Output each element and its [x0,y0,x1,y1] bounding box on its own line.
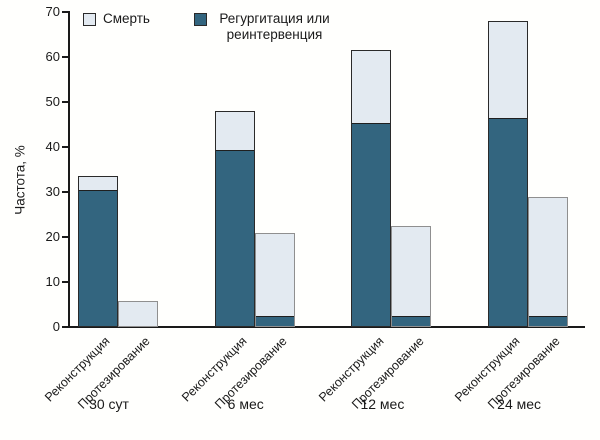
y-tick-label: 30 [45,184,60,199]
y-tick [62,191,68,193]
y-axis-line [68,11,70,327]
x-group-label: 12 мес [360,396,405,412]
y-tick-label: 60 [45,49,60,64]
y-tick [62,56,68,58]
y-tick-label: 50 [45,94,60,109]
bar-segment-regurgitation [215,149,254,326]
x-group-label: 24 мес [497,396,542,412]
y-tick [62,326,68,328]
y-tick [62,146,68,148]
legend-swatch-death [83,13,96,26]
y-tick [62,101,68,103]
x-group-label: 30 сут [89,396,129,412]
bar-segment-regurgitation [529,316,568,326]
bar-prosthesis [528,196,569,327]
x-axis-line [68,326,585,328]
y-tick-label: 0 [52,319,60,334]
y-tick [62,236,68,238]
bar-reconstruction [214,111,255,327]
y-tick-label: 70 [45,4,60,19]
bar-segment-regurgitation [392,316,431,326]
y-tick [62,11,68,13]
bar-prosthesis [118,301,158,327]
bar-segment-regurgitation [79,190,117,326]
bar-prosthesis [254,232,295,327]
y-tick-label: 10 [45,274,60,289]
x-group-label: 6 мес [227,396,264,412]
legend-swatch-regurg [194,13,207,26]
bar-reconstruction [78,176,118,327]
bar-segment-regurgitation [489,118,528,326]
legend-label-regurg: Регургитация или реинтервенция [219,11,330,42]
y-tick [62,281,68,283]
y-tick-label: 40 [45,139,60,154]
bar-segment-regurgitation [352,122,391,326]
bar-segment-regurgitation [255,316,294,326]
bar-prosthesis [391,225,432,327]
legend-label-death: Смерть [103,11,150,26]
bar-reconstruction [351,50,392,327]
y-tick-label: 20 [45,229,60,244]
bar-reconstruction [488,21,529,327]
